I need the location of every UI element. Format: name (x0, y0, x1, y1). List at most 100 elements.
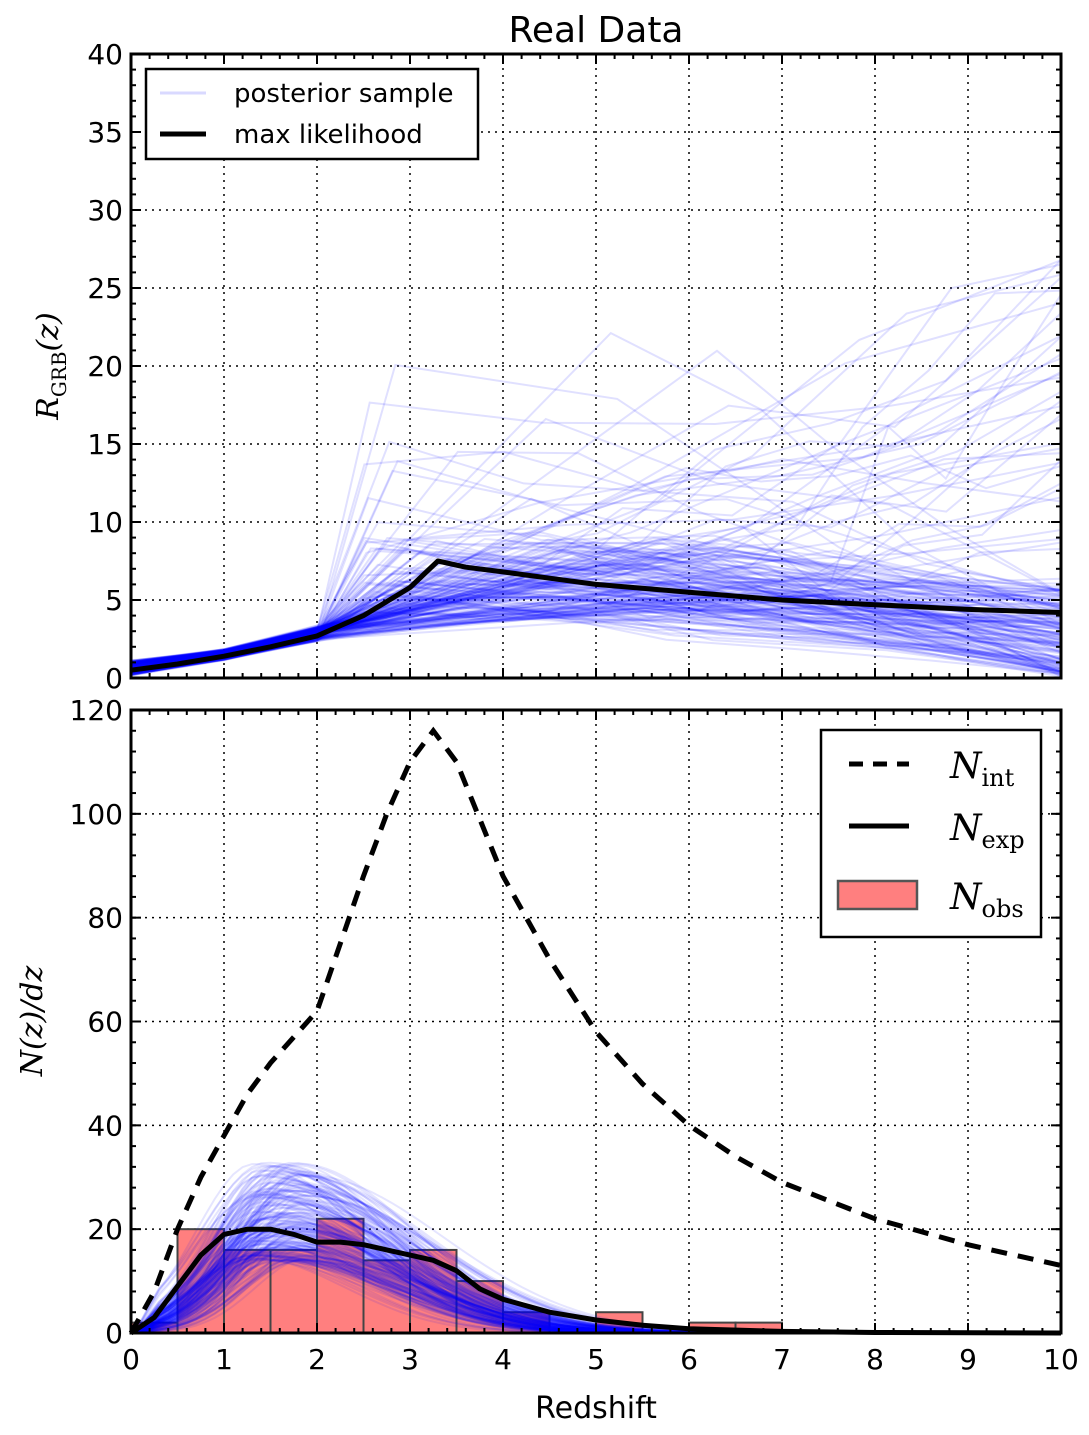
legend-label-max-likelihood: max likelihood (234, 120, 423, 150)
posterior-sample-line (130, 454, 1062, 668)
posterior-sample-line (130, 567, 1062, 667)
top-legend: posterior sample max likelihood (144, 67, 480, 161)
y-tick-label: 10 (87, 506, 123, 539)
posterior-sample-line (130, 550, 1062, 663)
posterior-sample-line (130, 564, 1062, 677)
y-tick-label: 100 (70, 798, 123, 831)
y-tick-label: 0 (105, 1317, 123, 1350)
posterior-sample-line (130, 564, 1062, 663)
posterior-sample-line (130, 595, 1062, 663)
posterior-sample-line (130, 552, 1062, 664)
bottom-y-tick-labels: 0 20 40 60 80 100 120 (70, 694, 123, 1350)
x-axis-label: Redshift (535, 1391, 657, 1426)
posterior-sample-line (130, 294, 1062, 668)
legend-label-posterior: posterior sample (234, 79, 453, 109)
nobs-bar (362, 1259, 411, 1334)
bottom-y-axis-label: N(z)/dz (15, 966, 50, 1078)
posterior-sample-line (130, 521, 1062, 664)
y-tick-label: 40 (87, 1109, 123, 1142)
x-tick-label: 2 (308, 1343, 326, 1376)
posterior-sample-line (130, 555, 1062, 670)
posterior-sample-line (130, 552, 1062, 671)
legend-nint-sub: int (982, 764, 1015, 792)
y-tick-label: 30 (87, 194, 123, 227)
posterior-sample-line (130, 572, 1062, 673)
posterior-sample-line (130, 541, 1062, 667)
top-y-axis-label: RGRB(z) (31, 312, 71, 421)
posterior-sample-line (130, 538, 1062, 666)
x-tick-label: 7 (773, 1343, 791, 1376)
posterior-sample-line (130, 597, 1062, 673)
posterior-sample-line (130, 550, 1062, 670)
posterior-sample-line (130, 596, 1062, 676)
posterior-sample-line (130, 602, 1062, 666)
posterior-sample-line (130, 334, 1062, 663)
max-likelihood-line (130, 558, 1062, 673)
posterior-sample-line (130, 529, 1062, 665)
x-tick-label: 0 (122, 1343, 140, 1376)
posterior-sample-line (130, 575, 1062, 673)
y-tick-label: 5 (105, 584, 123, 617)
nobs-bar (176, 1228, 225, 1334)
posterior-sample-line (130, 413, 1062, 663)
posterior-sample-line (130, 587, 1062, 665)
legend-nexp-main: N (949, 808, 983, 849)
nexp-line (129, 1226, 1062, 1336)
posterior-sample-line (130, 461, 1062, 663)
posterior-sample-line (130, 273, 1062, 667)
posterior-sample-line (130, 289, 1062, 669)
posterior-sample-line (130, 538, 1062, 665)
bottom-nobs-bars (130, 1217, 783, 1335)
posterior-sample-line (130, 545, 1062, 670)
legend-swatch-nobs (836, 879, 919, 911)
legend-nint-main: N (949, 746, 983, 787)
posterior-sample-line (130, 553, 1062, 665)
y-tick-label: 20 (87, 350, 123, 383)
posterior-sample-line (130, 542, 1062, 670)
posterior-sample-line (130, 595, 1062, 670)
legend-nobs-main: N (949, 877, 983, 918)
legend-label-nint: Nint (949, 746, 1015, 792)
posterior-sample-line (130, 538, 1062, 665)
bottom-lines (128, 726, 1062, 1336)
posterior-sample-line (130, 598, 1062, 675)
posterior-sample-line (130, 580, 1062, 676)
posterior-sample-line (130, 363, 1062, 676)
y-tick-label: 60 (87, 1006, 123, 1039)
x-tick-label: 4 (494, 1343, 512, 1376)
posterior-sample-line (130, 555, 1062, 667)
posterior-sample-line (130, 581, 1062, 670)
posterior-sample-line (130, 587, 1062, 668)
posterior-sample-line (130, 589, 1062, 666)
posterior-sample-line (130, 372, 1062, 674)
top-ticks (130, 53, 1062, 679)
posterior-sample-line (130, 578, 1062, 669)
posterior-sample-line (130, 544, 1062, 663)
posterior-sample-line (130, 569, 1062, 666)
bottom-ticks (130, 709, 1062, 1334)
posterior-sample-line (130, 591, 1062, 667)
bottom-ylabel: N(z)/dz (15, 966, 50, 1078)
legend-nexp-sub: exp (982, 826, 1025, 854)
posterior-sample-line (130, 536, 1062, 665)
posterior-sample-line (130, 572, 1062, 674)
posterior-sample-line (130, 540, 1062, 666)
svg-text:RGRB(z): RGRB(z) (31, 312, 71, 421)
posterior-sample-line (130, 567, 1062, 668)
posterior-sample-line (130, 608, 1062, 670)
posterior-sample-line (130, 400, 1062, 667)
posterior-sample-line (130, 602, 1062, 665)
posterior-sample-line (130, 555, 1062, 676)
posterior-sample-line (130, 581, 1062, 668)
posterior-sample-line (130, 541, 1062, 665)
posterior-sample-line (130, 548, 1062, 665)
posterior-sample-line (130, 608, 1062, 663)
x-tick-label: 10 (1043, 1343, 1079, 1376)
posterior-sample-line (130, 539, 1062, 668)
posterior-sample-line (130, 546, 1062, 676)
posterior-sample-line (130, 563, 1062, 668)
legend-label-nobs: Nobs (949, 877, 1024, 923)
chart-title: Real Data (508, 10, 683, 51)
posterior-sample-line (130, 596, 1062, 666)
